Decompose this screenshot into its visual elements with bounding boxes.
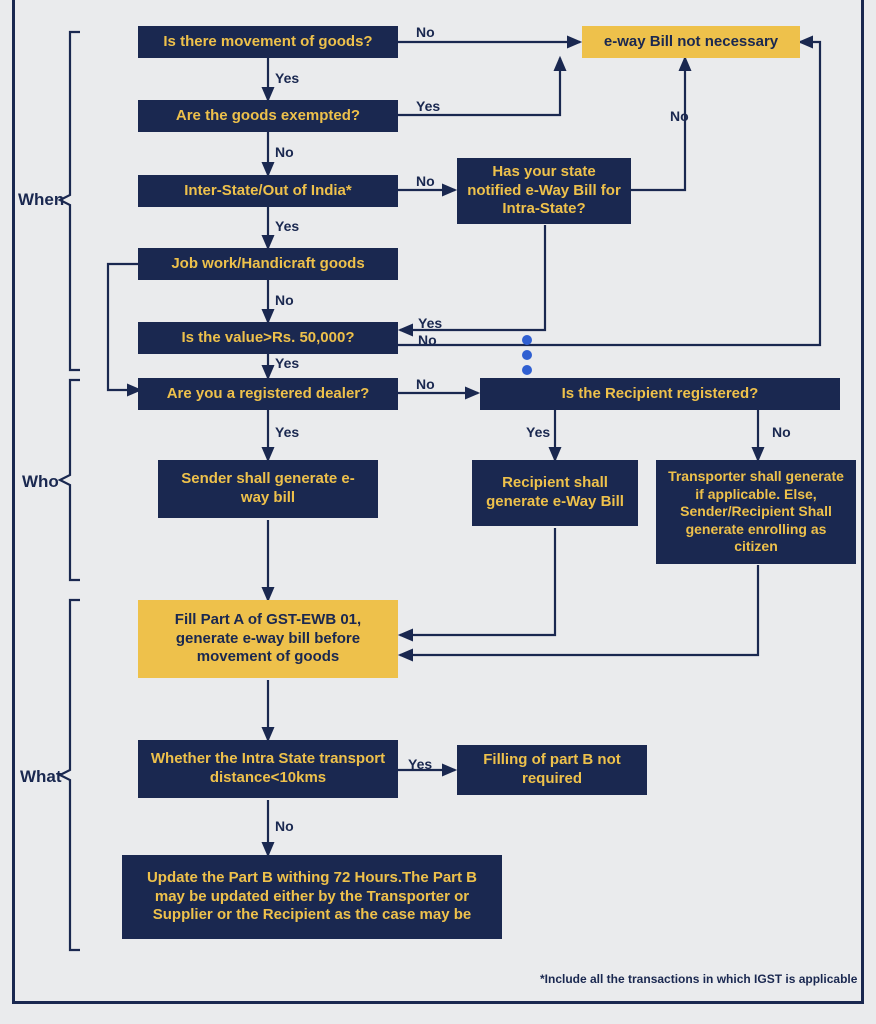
node-fill-parta: Fill Part A of GST-EWB 01, generate e-wa… (138, 600, 398, 678)
node-sender-generate: Sender shall generate e-way bill (158, 460, 378, 518)
lbl-n1-no: No (416, 24, 435, 40)
node-not-necessary: e-way Bill not necessary (582, 26, 800, 58)
lbl-n14-yes: Yes (408, 756, 432, 772)
node-registered-dealer: Are you a registered dealer? (138, 378, 398, 410)
lbl-n9-no: No (772, 424, 791, 440)
node-state-notified: Has your state notified e-Way Bill for I… (457, 158, 631, 224)
footnote: *Include all the transactions in which I… (540, 972, 857, 986)
lbl-n5-yes: Yes (418, 315, 442, 331)
lbl-n3-no: No (275, 144, 294, 160)
lbl-n14-no: No (275, 818, 294, 834)
node-recipient-registered: Is the Recipient registered? (480, 378, 840, 410)
node-partb-not-required: Filling of part B not required (457, 745, 647, 795)
lbl-n7-no: No (418, 332, 437, 348)
lbl-n1-yes: Yes (275, 70, 299, 86)
node-jobwork: Job work/Handicraft goods (138, 248, 398, 280)
section-what: What (20, 767, 62, 787)
lbl-n4-yes: Yes (275, 218, 299, 234)
section-when: When (18, 190, 64, 210)
section-who: Who (22, 472, 59, 492)
node-exempted: Are the goods exempted? (138, 100, 398, 132)
lbl-n4-no: No (416, 173, 435, 189)
lbl-n7-yes: Yes (275, 355, 299, 371)
lbl-n3-yes: Yes (416, 98, 440, 114)
dot-1 (522, 335, 532, 345)
node-transporter-generate: Transporter shall generate if applicable… (656, 460, 856, 564)
node-distance: Whether the Intra State transport distan… (138, 740, 398, 798)
node-interstate: Inter-State/Out of India* (138, 175, 398, 207)
lbl-n6-no: No (275, 292, 294, 308)
dot-3 (522, 365, 532, 375)
node-recipient-generate: Recipient shall generate e-Way Bill (472, 460, 638, 526)
node-value: Is the value>Rs. 50,000? (138, 322, 398, 354)
dot-2 (522, 350, 532, 360)
lbl-n8-no: No (416, 376, 435, 392)
node-movement: Is there movement of goods? (138, 26, 398, 58)
lbl-n5-no: No (670, 108, 689, 124)
lbl-n9-yes: Yes (526, 424, 550, 440)
lbl-n8-yes: Yes (275, 424, 299, 440)
node-update-partb: Update the Part B withing 72 Hours.The P… (122, 855, 502, 939)
